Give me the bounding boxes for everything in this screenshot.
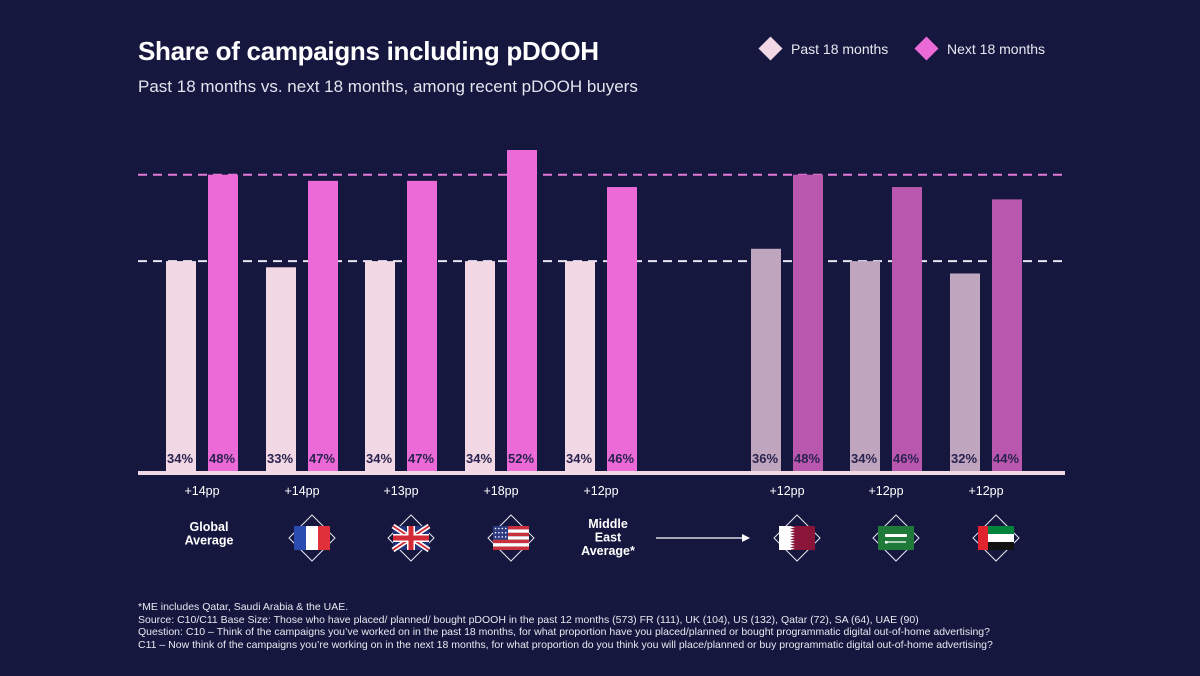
bar-chart: 34% 48% +14pp 33% 47% +14pp 34% 47% +13pp 34% 52% +… (138, 150, 1065, 562)
value-label-past-2: 33% (267, 451, 293, 466)
footnote-question-c11: C11 – Now think of the campaigns you’re … (138, 638, 993, 651)
bar-next-3 (407, 180, 437, 471)
difference-label-5: +12pp (583, 484, 618, 498)
value-label-past-4: 34% (466, 451, 492, 466)
footnotes: *ME includes Qatar, Saudi Arabia & the U… (138, 601, 993, 651)
footnote-question-c10: Question: C10 – Think of the campaigns y… (138, 626, 990, 639)
value-label-next-8: 44% (993, 451, 1019, 466)
value-label-past-5: 34% (566, 451, 592, 466)
value-label-next-5: 46% (608, 451, 634, 466)
chart-subtitle: Past 18 months vs. next 18 months, among… (138, 77, 638, 96)
value-label-past-6: 36% (752, 451, 778, 466)
difference-label-4: +18pp (483, 484, 518, 498)
value-label-next-2: 47% (309, 451, 335, 466)
footnote-source: Source: C10/C11 Base Size: Those who hav… (138, 613, 919, 626)
bar-next-8 (992, 199, 1022, 471)
value-label-next-1: 48% (209, 451, 235, 466)
arrow-head (742, 534, 750, 542)
bar-past-2 (266, 267, 296, 471)
us-flag-icon (487, 514, 535, 562)
chart-title: Share of campaigns including pDOOH (138, 36, 599, 66)
category-label-5: Middle East Average* (581, 517, 635, 558)
difference-label-3: +13pp (383, 484, 418, 498)
uk-flag-icon (387, 514, 435, 562)
value-label-past-8: 32% (951, 451, 977, 466)
difference-label-8: +12pp (968, 484, 1003, 498)
difference-label-6: +12pp (769, 484, 804, 498)
qatar-flag-icon (773, 514, 821, 562)
difference-label-1: +14pp (184, 484, 219, 498)
bar-past-1 (166, 261, 196, 471)
uae-flag-icon (972, 514, 1020, 562)
bar-past-5 (565, 261, 595, 471)
saudi-arabia-flag-icon (872, 514, 920, 562)
value-label-next-7: 46% (893, 451, 919, 466)
france-flag-icon (288, 514, 336, 562)
value-label-next-4: 52% (508, 451, 534, 466)
bar-next-1 (208, 174, 238, 471)
value-label-past-3: 34% (366, 451, 392, 466)
legend-item-next: Next 18 months (914, 36, 1046, 61)
legend-label-past: Past 18 months (791, 40, 889, 57)
bar-past-7 (850, 261, 880, 471)
value-label-past-1: 34% (167, 451, 193, 466)
bar-next-4 (507, 150, 537, 471)
footnote-me: *ME includes Qatar, Saudi Arabia & the U… (138, 601, 349, 613)
bar-past-3 (365, 261, 395, 471)
x-axis-baseline (138, 471, 1065, 475)
category-label-1: Global Average (185, 520, 234, 548)
bar-past-4 (465, 261, 495, 471)
bar-next-7 (892, 187, 922, 472)
bar-past-8 (950, 273, 980, 471)
value-label-next-6: 48% (794, 451, 820, 466)
bar-next-6 (793, 174, 823, 471)
difference-label-2: +14pp (284, 484, 319, 498)
difference-label-7: +12pp (868, 484, 903, 498)
legend-label-next: Next 18 months (947, 40, 1046, 57)
legend-item-past: Past 18 months (758, 36, 889, 61)
bar-next-2 (308, 180, 338, 471)
value-label-past-7: 34% (851, 451, 877, 466)
bar-past-6 (751, 248, 781, 471)
value-label-next-3: 47% (408, 451, 434, 466)
bar-next-5 (607, 187, 637, 472)
